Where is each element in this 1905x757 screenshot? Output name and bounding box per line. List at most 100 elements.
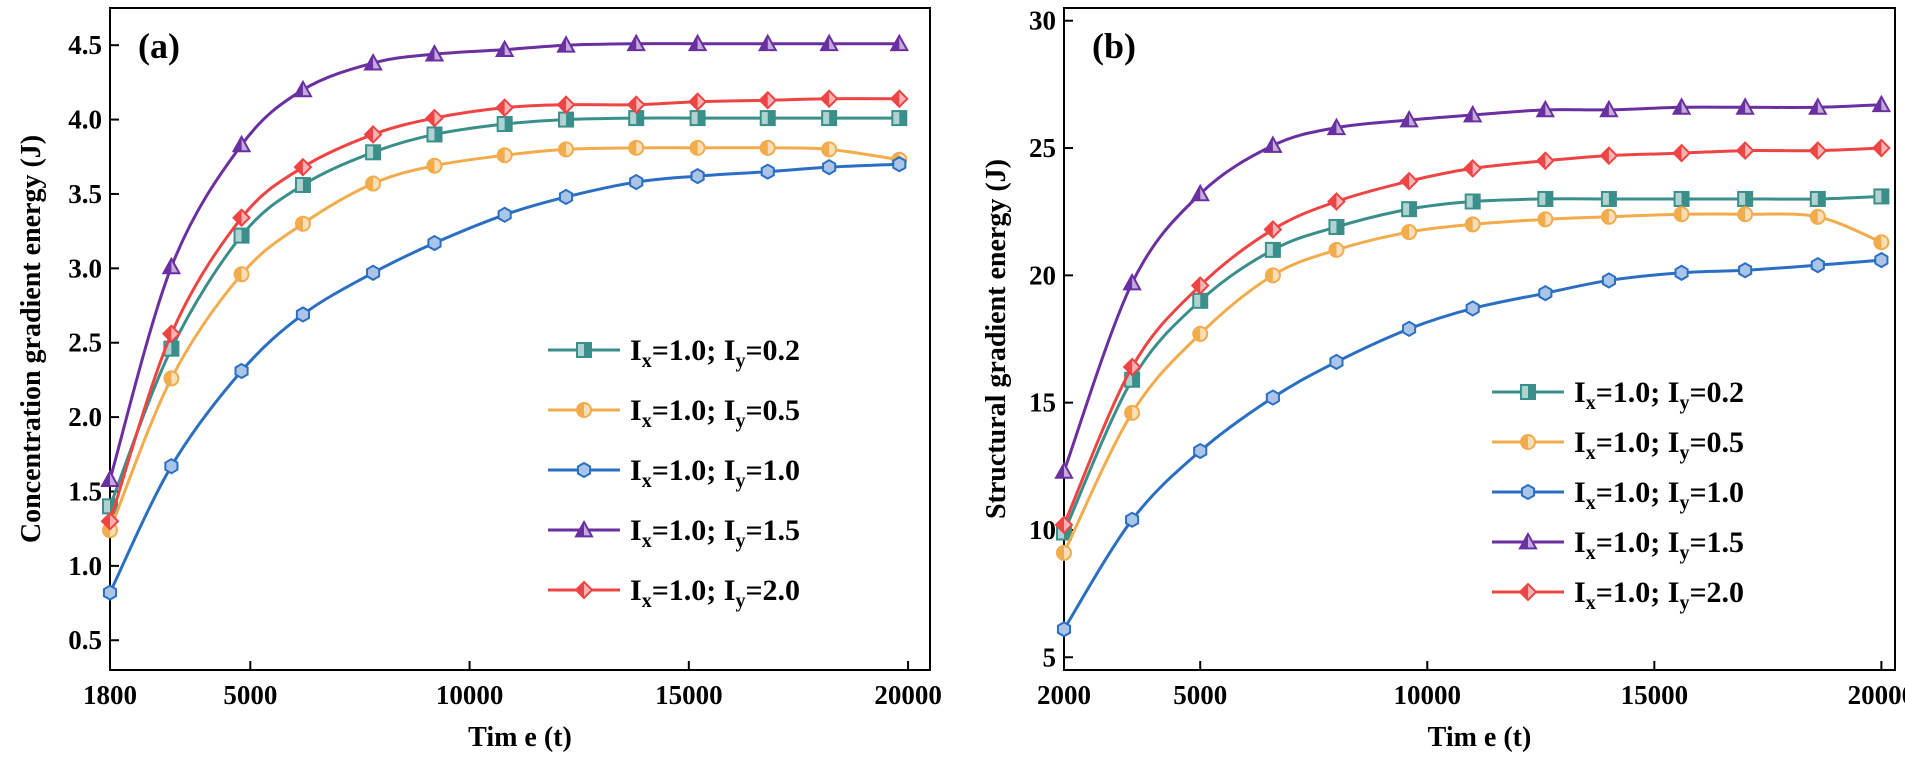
y-tick-label: 1.5 xyxy=(68,476,102,506)
data-point xyxy=(1263,135,1283,153)
legend-text-part: =1.0 xyxy=(745,454,800,487)
series-line xyxy=(1062,212,1882,554)
legend: Ix=1.0; Iy=0.2Ix=1.0; Iy=0.5Ix=1.0; Iy=1… xyxy=(1492,376,1744,614)
data-point xyxy=(1535,99,1556,118)
legend-item: Ix=1.0; Iy=1.0 xyxy=(1492,476,1744,514)
data-point xyxy=(424,44,445,62)
data-point xyxy=(161,324,181,344)
data-point xyxy=(426,157,443,174)
series-hexagon xyxy=(1056,251,1889,638)
data-point xyxy=(558,111,575,128)
y-tick-label: 25 xyxy=(1029,133,1056,163)
legend-label: Ix=1.0; Iy=1.5 xyxy=(630,514,800,552)
legend-subscript: x xyxy=(642,470,652,492)
series-line xyxy=(108,42,900,480)
data-point xyxy=(1672,143,1691,163)
data-point xyxy=(1873,188,1890,205)
data-point xyxy=(100,469,120,487)
data-point xyxy=(161,256,182,275)
data-point xyxy=(363,52,383,71)
data-point xyxy=(1399,171,1419,191)
data-point xyxy=(494,39,515,58)
data-point xyxy=(1673,190,1690,207)
legend-subscript: x xyxy=(642,350,652,372)
legend-subscript: x xyxy=(642,530,652,552)
data-point xyxy=(1122,357,1142,377)
legend-subscript: y xyxy=(1679,392,1689,414)
data-point xyxy=(1464,216,1481,233)
data-point xyxy=(231,134,252,153)
data-point xyxy=(759,139,776,156)
data-point xyxy=(1538,285,1553,302)
data-point xyxy=(758,33,778,52)
y-tick-label: 1.0 xyxy=(68,551,102,581)
legend-marker xyxy=(1520,483,1536,501)
legend-text-part: I xyxy=(1574,376,1586,409)
legend-marker xyxy=(576,461,592,479)
data-point xyxy=(822,159,837,176)
legend-marker xyxy=(1518,582,1538,602)
data-point xyxy=(1402,320,1417,337)
legend-subscript: y xyxy=(735,350,745,372)
data-point xyxy=(1464,193,1481,210)
data-point xyxy=(1808,141,1828,160)
data-point xyxy=(1871,138,1891,158)
y-tick-label: 3.5 xyxy=(68,179,102,209)
data-point xyxy=(1737,190,1754,207)
data-point xyxy=(1537,211,1554,228)
data-point xyxy=(1327,192,1346,211)
x-tick-label: 20000 xyxy=(874,680,942,710)
legend-text-part: =0.5 xyxy=(745,394,800,427)
legend-label: Ix=1.0; Iy=2.0 xyxy=(1574,576,1744,614)
legend-item: Ix=1.0; Iy=1.5 xyxy=(548,514,800,552)
panel-a: 1800 5000 10000 15000 20000 0.5 1.0 1.5 2.0 2.5 3.… xyxy=(16,7,942,753)
data-point xyxy=(1462,104,1483,123)
legend-label: Ix=1.0; Iy=0.5 xyxy=(1574,426,1744,464)
y-tick-label: 15 xyxy=(1029,388,1056,418)
data-point xyxy=(1600,208,1617,225)
legend-text-part: =1.5 xyxy=(1689,526,1744,559)
data-point xyxy=(821,110,838,127)
legend-subscript: y xyxy=(735,530,745,552)
series-hexagon xyxy=(102,156,907,601)
legend-label: Ix=1.0; Iy=0.2 xyxy=(630,334,800,372)
data-point xyxy=(365,175,382,192)
data-point xyxy=(294,177,311,194)
data-point xyxy=(687,33,708,52)
data-point xyxy=(1054,461,1074,479)
data-point xyxy=(1599,99,1619,118)
data-point xyxy=(365,144,382,161)
data-point xyxy=(629,173,644,191)
panel-label: (b) xyxy=(1092,26,1136,66)
legend-item: Ix=1.0; Iy=1.5 xyxy=(1492,526,1744,564)
y-tick-label: 4.0 xyxy=(68,105,102,135)
legend-subscript: y xyxy=(735,590,745,612)
legend-label: Ix=1.0; Iy=1.0 xyxy=(630,454,800,492)
data-point xyxy=(1399,109,1419,128)
legend-subscript: y xyxy=(1679,542,1689,564)
legend-label: Ix=1.0; Iy=1.0 xyxy=(1574,476,1744,514)
data-point xyxy=(1537,190,1554,207)
data-point xyxy=(495,98,515,118)
series-square xyxy=(1056,188,1890,541)
data-point xyxy=(100,511,120,531)
legend-subscript: y xyxy=(1679,492,1689,514)
legend-subscript: x xyxy=(1586,542,1596,564)
data-point xyxy=(163,370,180,387)
data-point xyxy=(1122,272,1142,291)
data-point xyxy=(1401,224,1418,241)
legend-item: Ix=1.0; Iy=0.5 xyxy=(548,394,800,432)
legend-text-part: I xyxy=(630,574,642,607)
data-point xyxy=(556,35,576,53)
data-point xyxy=(891,110,908,127)
legend-marker xyxy=(576,402,592,418)
data-point xyxy=(558,188,574,206)
legend-item: Ix=1.0; Iy=0.5 xyxy=(1492,426,1744,464)
data-point xyxy=(1463,158,1483,178)
data-point xyxy=(1190,276,1210,295)
legend-text-part: =1.0; I xyxy=(1596,576,1680,609)
data-point xyxy=(760,163,775,180)
data-point xyxy=(496,116,513,133)
data-point xyxy=(164,458,179,475)
legend-text-part: =1.0; I xyxy=(652,574,736,607)
